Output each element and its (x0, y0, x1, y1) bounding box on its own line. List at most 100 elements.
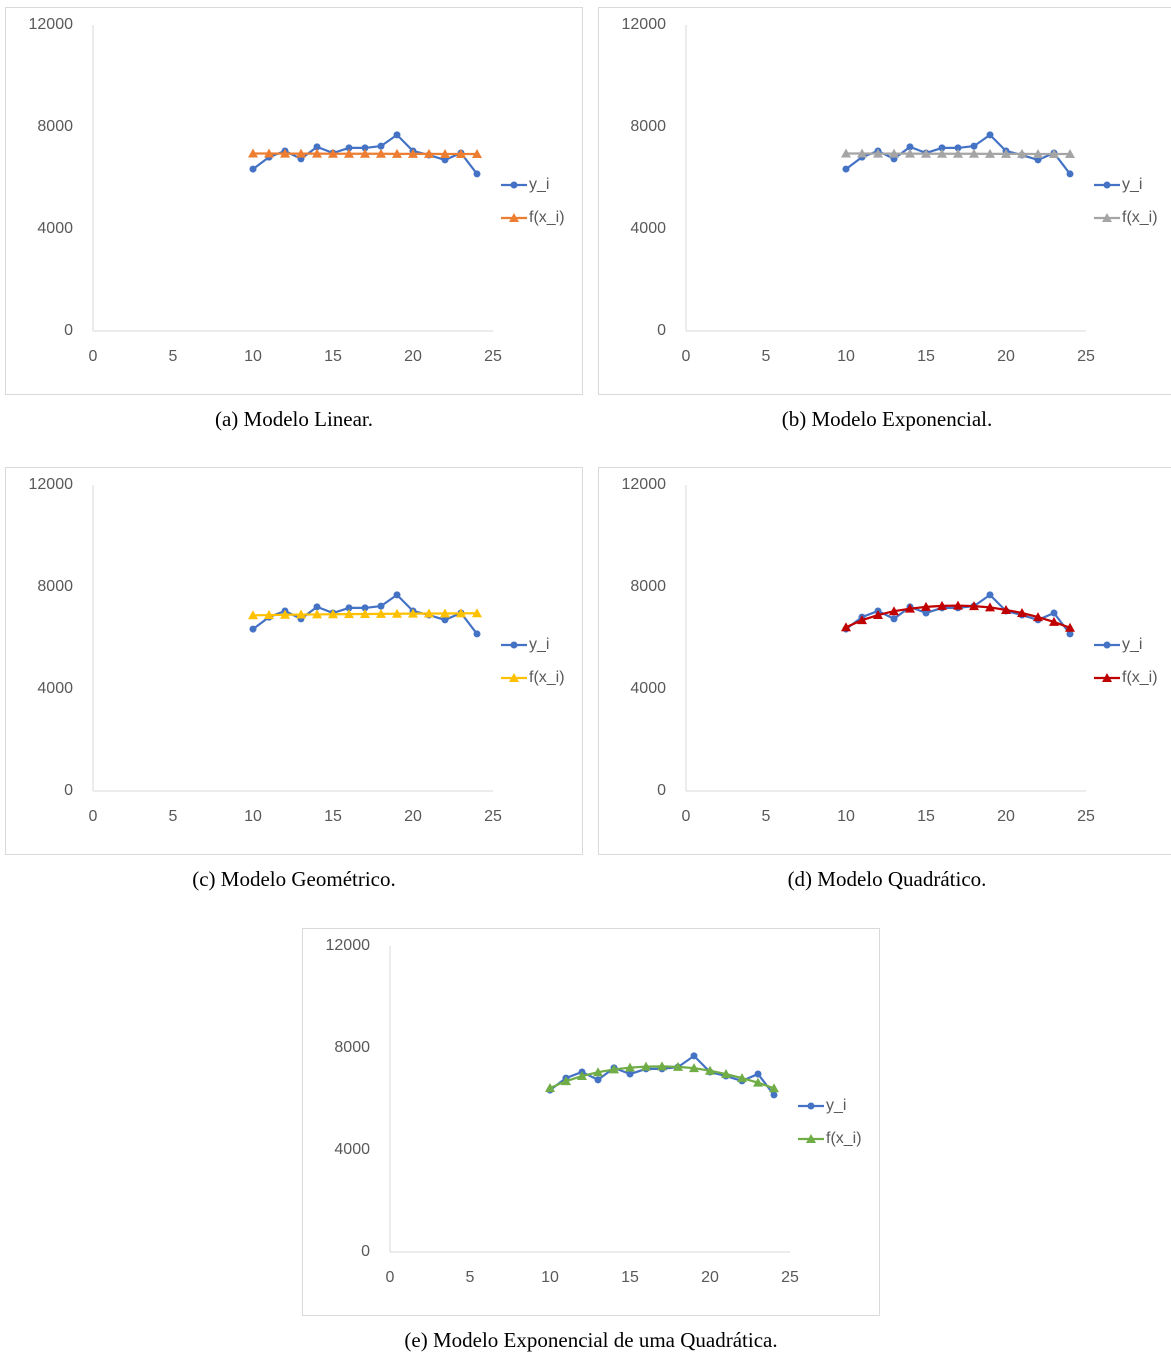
circle-marker (511, 642, 518, 649)
chart-frame (303, 929, 880, 1316)
circle-marker (1067, 170, 1074, 177)
circle-marker (891, 615, 898, 622)
circle-marker (843, 166, 850, 173)
circle-marker (971, 143, 978, 150)
legend-label: f(x_i) (1122, 209, 1158, 226)
circle-marker (314, 603, 321, 610)
legend-label: f(x_i) (826, 1130, 862, 1147)
y-tick-label: 4000 (630, 220, 666, 237)
y-tick-label: 0 (64, 322, 73, 339)
chart-frame (6, 468, 583, 855)
y-tick-label: 12000 (622, 16, 667, 33)
legend-label: y_i (529, 636, 549, 653)
legend-label: f(x_i) (529, 209, 565, 226)
chart: 0 4000 8000 12000 0 5 10 15 20 25 y_i f(x_i) (599, 468, 1171, 855)
x-tick-label: 5 (762, 808, 771, 825)
x-tick-label: 20 (997, 808, 1015, 825)
x-tick-label: 10 (244, 348, 262, 365)
chart-frame (599, 8, 1171, 395)
y-tick-label: 8000 (37, 118, 73, 135)
x-tick-label: 5 (169, 348, 178, 365)
circle-marker (250, 626, 257, 633)
y-tick-label: 8000 (37, 578, 73, 595)
circle-marker (1051, 610, 1058, 617)
x-tick-label: 5 (169, 808, 178, 825)
legend-label: y_i (1122, 176, 1142, 193)
chart: 0 4000 8000 12000 0 5 10 15 20 25 y_i f(x_i) (6, 8, 583, 395)
y-tick-label: 4000 (630, 680, 666, 697)
circle-marker (771, 1091, 778, 1098)
circle-marker (378, 143, 385, 150)
x-tick-label: 0 (89, 348, 98, 365)
y-tick-label: 0 (657, 322, 666, 339)
circle-marker (755, 1071, 762, 1078)
circle-marker (595, 1076, 602, 1083)
x-tick-label: 5 (466, 1269, 475, 1286)
y-tick-label: 8000 (630, 118, 666, 135)
x-tick-label: 10 (541, 1269, 559, 1286)
chart-frame (599, 468, 1171, 855)
circle-marker (378, 603, 385, 610)
caption: (d) Modelo Quadrático. (788, 867, 987, 891)
x-tick-label: 25 (1077, 348, 1095, 365)
y-tick-label: 12000 (29, 476, 74, 493)
x-tick-label: 0 (682, 808, 691, 825)
legend-label: f(x_i) (1122, 669, 1158, 686)
x-tick-label: 10 (244, 808, 262, 825)
y-tick-label: 4000 (334, 1141, 370, 1158)
x-tick-label: 25 (484, 348, 502, 365)
legend-label: y_i (826, 1097, 846, 1114)
x-tick-label: 20 (997, 348, 1015, 365)
circle-marker (394, 591, 401, 598)
y-tick-label: 4000 (37, 220, 73, 237)
x-tick-label: 20 (404, 348, 422, 365)
y-tick-label: 0 (361, 1243, 370, 1260)
chart: 0 4000 8000 12000 0 5 10 15 20 25 y_i f(x_i) (303, 929, 880, 1316)
circle-marker (250, 166, 257, 173)
y-tick-label: 8000 (334, 1039, 370, 1056)
y-tick-label: 12000 (326, 937, 371, 954)
y-tick-label: 8000 (630, 578, 666, 595)
x-tick-label: 10 (837, 808, 855, 825)
legend-label: y_i (529, 176, 549, 193)
x-tick-label: 0 (386, 1269, 395, 1286)
caption: (a) Modelo Linear. (215, 407, 373, 431)
chart: 0 4000 8000 12000 0 5 10 15 20 25 y_i f(x_i) (6, 468, 583, 855)
x-tick-label: 25 (1077, 808, 1095, 825)
x-tick-label: 25 (781, 1269, 799, 1286)
circle-marker (808, 1103, 815, 1110)
y-tick-label: 0 (657, 782, 666, 799)
circle-marker (511, 182, 518, 189)
y-tick-label: 4000 (37, 680, 73, 697)
legend-label: y_i (1122, 636, 1142, 653)
chart: 0 4000 8000 12000 0 5 10 15 20 25 y_i f(x_i) (599, 8, 1171, 395)
x-tick-label: 10 (837, 348, 855, 365)
x-tick-label: 0 (89, 808, 98, 825)
caption: (b) Modelo Exponencial. (782, 407, 993, 431)
circle-marker (394, 131, 401, 138)
caption: (e) Modelo Exponencial de uma Quadrática… (404, 1328, 777, 1352)
circle-marker (987, 131, 994, 138)
x-tick-label: 15 (621, 1269, 639, 1286)
x-tick-label: 15 (917, 808, 935, 825)
x-tick-label: 20 (404, 808, 422, 825)
circle-marker (474, 170, 481, 177)
x-tick-label: 20 (701, 1269, 719, 1286)
circle-marker (691, 1052, 698, 1059)
x-tick-label: 0 (682, 348, 691, 365)
x-tick-label: 25 (484, 808, 502, 825)
y-tick-label: 12000 (622, 476, 667, 493)
circle-marker (987, 591, 994, 598)
caption: (c) Modelo Geométrico. (192, 867, 396, 891)
y-tick-label: 12000 (29, 16, 74, 33)
x-tick-label: 15 (324, 348, 342, 365)
circle-marker (474, 630, 481, 637)
circle-marker (1104, 182, 1111, 189)
y-tick-label: 0 (64, 782, 73, 799)
x-tick-label: 5 (762, 348, 771, 365)
x-tick-label: 15 (324, 808, 342, 825)
legend-label: f(x_i) (529, 669, 565, 686)
x-tick-label: 15 (917, 348, 935, 365)
